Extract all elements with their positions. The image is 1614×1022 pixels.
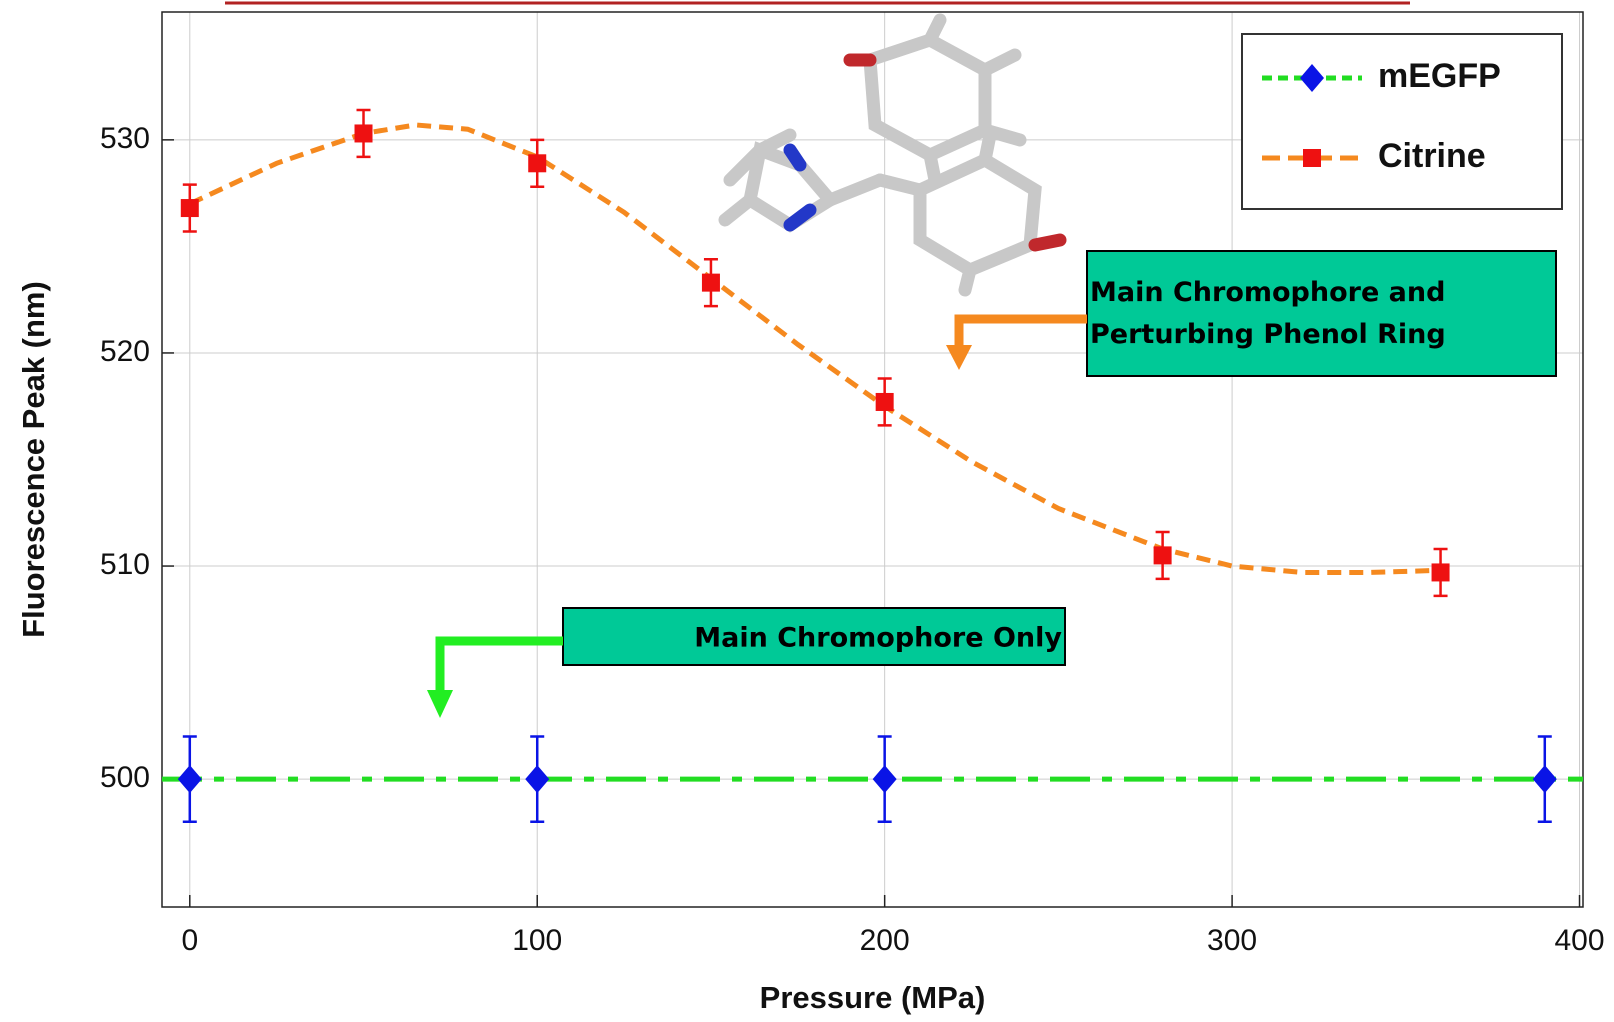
chart: 0 100 200 300 400 500 510 520 530 Pressure (MPa) F… (0, 0, 1614, 1017)
legend: mEGFP Citrine (1242, 34, 1562, 209)
data-point (528, 154, 546, 172)
x-axis-label: Pressure (MPa) (760, 980, 986, 1015)
y-axis-label: Fluorescence Peak (nm) (16, 281, 51, 638)
annotation-box (1087, 251, 1556, 376)
data-point (876, 393, 894, 411)
data-point (702, 274, 720, 292)
x-tick-label: 100 (512, 924, 562, 957)
x-tick-label: 300 (1207, 924, 1257, 957)
legend-label: mEGFP (1378, 57, 1501, 95)
y-tick-label: 530 (100, 122, 150, 155)
y-tick-label: 510 (100, 548, 150, 581)
data-point (355, 124, 373, 142)
x-tick-label: 0 (181, 924, 198, 957)
y-tick-label: 520 (100, 335, 150, 368)
legend-marker (1303, 149, 1321, 167)
y-tick-label: 500 (100, 761, 150, 794)
data-point (1432, 563, 1450, 581)
legend-label: Citrine (1378, 137, 1486, 175)
x-tick-label: 200 (860, 924, 910, 957)
annotation-text: Main Chromophore Only (694, 623, 1062, 654)
x-tick-label: 400 (1554, 924, 1604, 957)
data-point (181, 199, 199, 217)
data-point (1154, 546, 1172, 564)
